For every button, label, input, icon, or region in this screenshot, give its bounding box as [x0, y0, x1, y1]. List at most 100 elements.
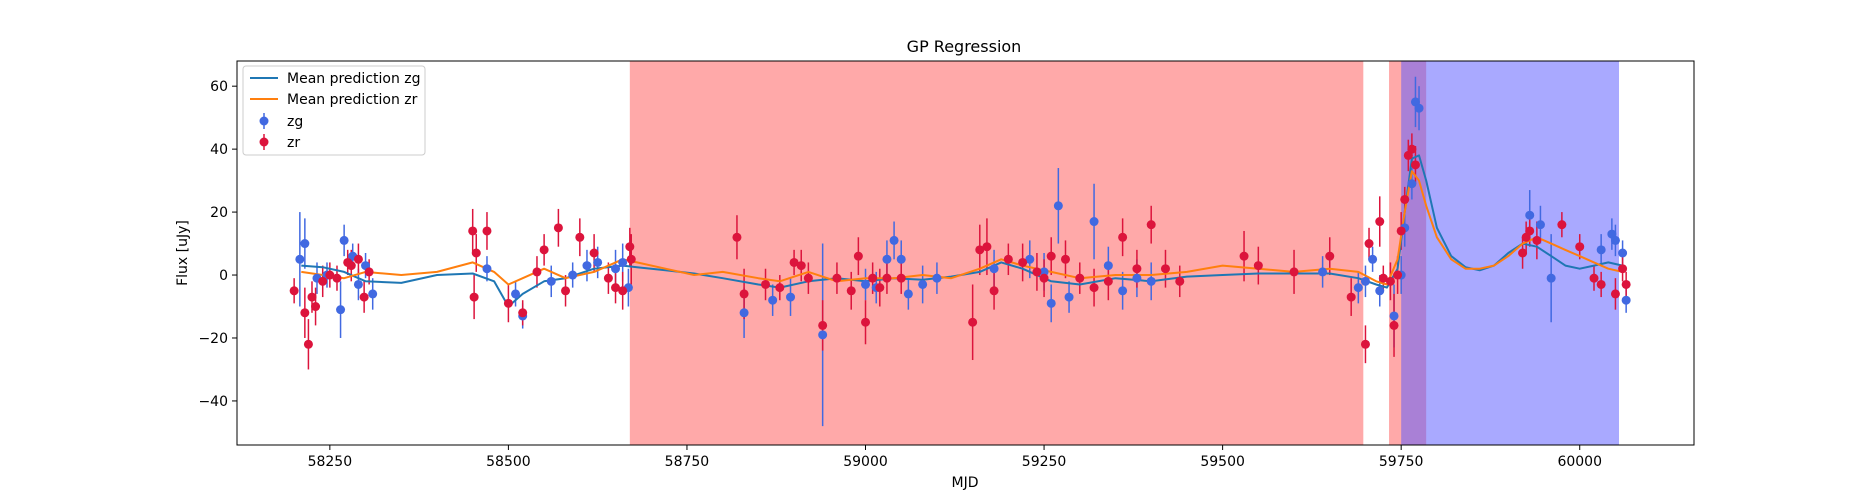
data-point-zr: [1132, 264, 1142, 274]
data-point-zr: [1118, 232, 1128, 242]
data-point-zg: [1089, 217, 1099, 227]
data-point-zr: [803, 273, 813, 283]
axes-frame: [236, 60, 1695, 446]
data-point-zr: [482, 226, 492, 236]
data-point-zr: [989, 286, 999, 296]
data-point-zr: [1346, 292, 1356, 302]
data-point-zg: [918, 279, 928, 289]
data-point-zr: [1589, 273, 1599, 283]
y-tick-label: −20: [198, 331, 228, 347]
data-point-zr: [603, 273, 613, 283]
data-point-zr: [318, 276, 328, 286]
y-tick-label: 60: [210, 79, 228, 95]
data-point-zg: [1064, 292, 1074, 302]
data-point-zg: [1596, 245, 1606, 255]
data-point-zg: [1318, 267, 1328, 277]
data-point-zg: [339, 235, 349, 245]
data-point-zr: [307, 292, 317, 302]
data-point-zg: [768, 295, 778, 305]
data-point-zg: [1618, 248, 1628, 258]
data-point-zr: [364, 267, 374, 277]
data-point-zg: [582, 261, 592, 271]
y-axis-ticks: −40 −20 0 20 40 60: [198, 79, 237, 410]
x-tick-label: 58500: [486, 454, 531, 470]
data-point-zg: [1360, 276, 1370, 286]
data-point-zg: [1389, 311, 1399, 321]
y-axis-label: Flux [uJy]: [175, 220, 191, 286]
data-point-zr: [471, 248, 481, 258]
legend-label-zg-line: Mean prediction zg: [287, 71, 421, 87]
data-point-zr: [1032, 267, 1042, 277]
data-point-zr: [1389, 320, 1399, 330]
data-point-zr: [1146, 220, 1156, 230]
data-point-zr: [1039, 273, 1049, 283]
data-point-zr: [626, 254, 636, 264]
data-point-zr: [469, 292, 479, 302]
data-point-zg: [1414, 103, 1424, 113]
data-point-zg: [618, 257, 628, 267]
data-point-zr: [846, 286, 856, 296]
data-point-zg: [1118, 286, 1128, 296]
data-point-zr: [775, 283, 785, 293]
data-point-zg: [1146, 276, 1156, 286]
data-point-zr: [818, 320, 828, 330]
data-point-zg: [882, 254, 892, 264]
data-point-zr: [289, 286, 299, 296]
data-point-zg: [1610, 235, 1620, 245]
data-point-zr: [1060, 254, 1070, 264]
x-tick-label: 60000: [1557, 454, 1602, 470]
data-point-zr: [1610, 289, 1620, 299]
shaded-region-0: [629, 61, 1364, 445]
data-point-zr: [553, 223, 563, 233]
data-point-zr: [1364, 239, 1374, 249]
legend: Mean prediction zg Mean prediction zr zg…: [242, 65, 426, 156]
data-point-zr: [311, 302, 321, 312]
x-tick-label: 59250: [1022, 454, 1067, 470]
data-point-zr: [1621, 279, 1631, 289]
data-point-zr: [1160, 264, 1170, 274]
data-points: [289, 97, 1631, 349]
chart-title: GP Regression: [907, 37, 1022, 56]
data-point-zg: [861, 279, 871, 289]
data-point-zg: [511, 289, 521, 299]
data-point-zr: [982, 242, 992, 252]
data-point-zg: [1535, 220, 1545, 230]
data-point-zg: [1039, 267, 1049, 277]
data-point-zr: [532, 267, 542, 277]
data-point-zr: [503, 298, 513, 308]
data-point-zr: [1400, 194, 1410, 204]
data-point-zg: [889, 235, 899, 245]
data-point-zr: [1018, 257, 1028, 267]
data-point-zg: [1621, 295, 1631, 305]
data-point-zg: [300, 239, 310, 249]
data-point-zg: [786, 292, 796, 302]
data-point-zg: [1132, 273, 1142, 283]
data-point-zr: [1375, 217, 1385, 227]
data-point-zr: [1618, 264, 1628, 274]
x-axis-label: MJD: [952, 475, 979, 491]
data-point-zr: [1410, 160, 1420, 170]
data-point-zg: [1025, 254, 1035, 264]
legend-label-zg-points: zg: [287, 114, 303, 130]
data-point-zr: [968, 317, 978, 327]
data-point-zr: [575, 232, 585, 242]
data-point-zr: [732, 232, 742, 242]
y-tick-label: 40: [210, 142, 228, 158]
data-point-zr: [789, 257, 799, 267]
y-tick-label: −40: [198, 394, 228, 410]
data-point-zg: [1046, 298, 1056, 308]
data-point-zr: [1360, 339, 1370, 349]
data-point-zg: [1368, 254, 1378, 264]
data-point-zr: [332, 273, 342, 283]
data-point-zg: [932, 273, 942, 283]
data-point-zg: [1353, 283, 1363, 293]
data-point-zr: [1396, 226, 1406, 236]
data-point-zr: [1239, 251, 1249, 261]
data-point-zg: [482, 264, 492, 274]
data-point-zr: [882, 273, 892, 283]
x-tick-label: 59500: [1200, 454, 1245, 470]
data-point-zr: [1325, 251, 1335, 261]
data-point-zg: [353, 279, 363, 289]
data-point-zr: [353, 254, 363, 264]
